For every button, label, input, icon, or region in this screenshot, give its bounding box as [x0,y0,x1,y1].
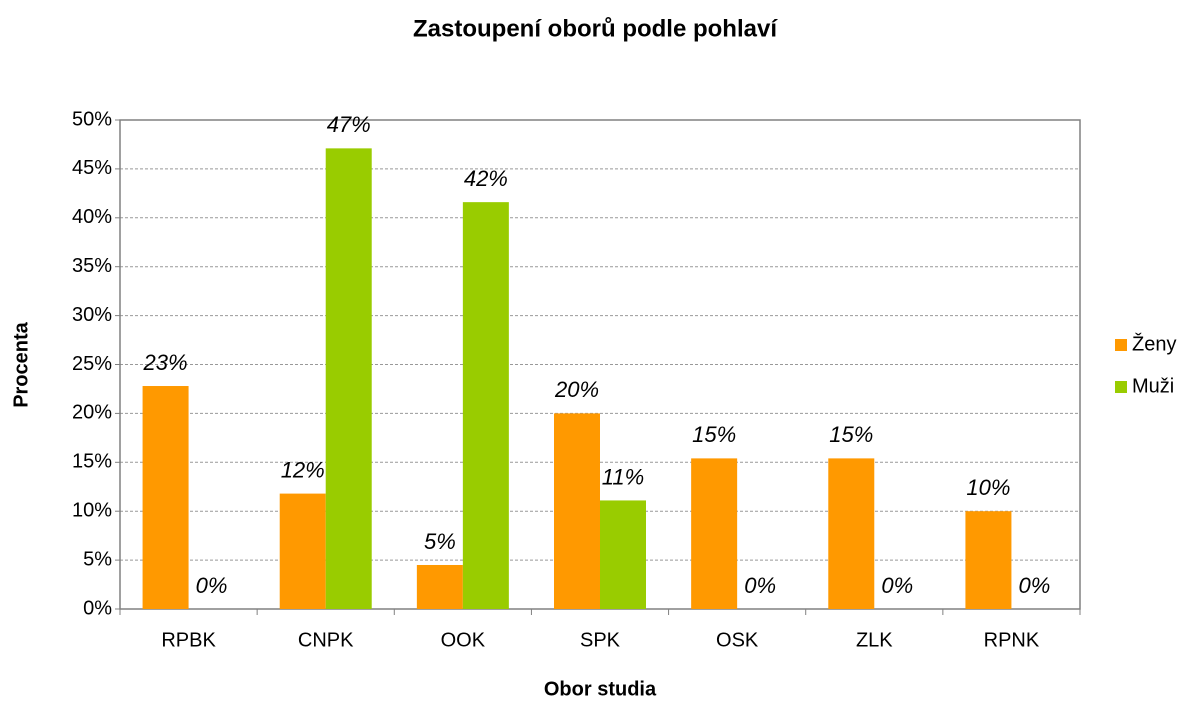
bar [600,500,646,609]
value-label: 0% [1019,573,1051,598]
legend-label: Muži [1132,375,1174,397]
x-tick-label: SPK [580,629,621,651]
value-label: 0% [881,573,913,598]
legend-label: Ženy [1132,332,1176,355]
x-tick-label: RPBK [161,629,216,651]
bar [965,511,1012,609]
y-tick-label: 35% [72,255,112,277]
value-label: 42% [464,166,508,191]
legend-swatch [1115,339,1127,351]
legend-swatch [1115,381,1127,393]
value-label: 15% [829,422,873,447]
value-label: 47% [327,112,371,137]
x-tick-label: ZLK [856,629,893,651]
y-tick-label: 45% [72,157,112,179]
bar [462,202,509,610]
bar [325,148,372,609]
chart-title: Zastoupení oborů podle pohlaví [413,15,778,42]
x-tick-label: OOK [441,629,486,651]
value-label: 20% [554,377,599,402]
y-tick-label: 10% [72,499,112,521]
bar [279,493,326,609]
bar [691,458,738,609]
y-tick-label: 0% [83,597,112,619]
value-label: 11% [602,464,644,489]
bar [554,413,600,609]
y-axis-label: Procenta [10,321,32,407]
y-tick-label: 25% [72,353,112,375]
value-label: 0% [744,573,776,598]
value-label: 23% [143,350,188,375]
y-tick-label: 40% [72,206,112,228]
y-tick-label: 15% [72,451,112,473]
y-tick-label: 30% [72,304,112,326]
x-axis-label: Obor studia [544,678,657,700]
bar [142,386,189,609]
y-tick-label: 5% [83,548,112,570]
value-label: 5% [424,529,456,554]
bar [828,458,875,609]
value-label: 15% [692,422,736,447]
value-label: 10% [966,475,1010,500]
x-tick-label: CNPK [298,629,354,651]
value-label: 0% [196,573,228,598]
x-tick-label: OSK [716,629,759,651]
value-label: 12% [281,457,325,482]
y-tick-label: 50% [72,108,112,130]
x-tick-label: RPNK [984,629,1040,651]
y-tick-label: 20% [72,402,112,424]
bar [416,564,463,609]
